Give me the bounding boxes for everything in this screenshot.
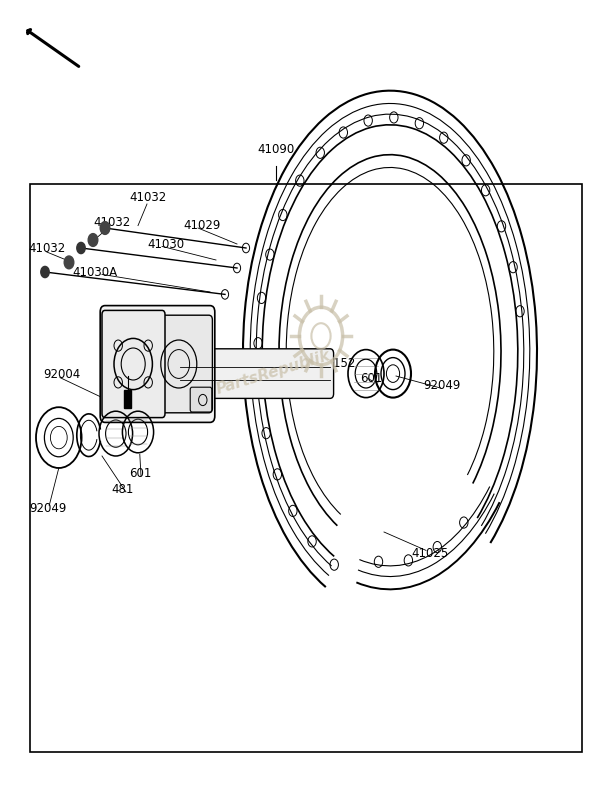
Text: 601: 601 bbox=[129, 467, 151, 480]
FancyBboxPatch shape bbox=[100, 306, 215, 422]
Text: 41030: 41030 bbox=[147, 238, 184, 250]
Text: 481: 481 bbox=[111, 483, 133, 496]
Text: 41030A: 41030A bbox=[72, 266, 117, 278]
Text: 41029: 41029 bbox=[183, 219, 220, 232]
Circle shape bbox=[100, 222, 110, 234]
Text: 92049: 92049 bbox=[29, 502, 66, 515]
Text: 92152: 92152 bbox=[318, 358, 355, 370]
Circle shape bbox=[88, 234, 98, 246]
Text: 41025: 41025 bbox=[411, 547, 448, 560]
Bar bbox=[124, 390, 131, 408]
Text: PartsRepublik: PartsRepublik bbox=[214, 347, 332, 397]
Text: 92049: 92049 bbox=[423, 379, 460, 392]
Text: 41032: 41032 bbox=[93, 216, 130, 229]
Text: 41032: 41032 bbox=[129, 191, 166, 204]
Text: 41032: 41032 bbox=[29, 242, 66, 254]
Circle shape bbox=[64, 256, 74, 269]
FancyBboxPatch shape bbox=[145, 315, 212, 413]
Text: 41090: 41090 bbox=[257, 143, 295, 156]
Text: 601: 601 bbox=[360, 372, 382, 385]
Bar bbox=[30, 184, 582, 752]
Circle shape bbox=[101, 222, 109, 234]
FancyBboxPatch shape bbox=[190, 387, 212, 412]
Text: 92004: 92004 bbox=[43, 368, 80, 381]
FancyBboxPatch shape bbox=[102, 310, 165, 418]
FancyBboxPatch shape bbox=[176, 349, 334, 398]
Circle shape bbox=[41, 266, 49, 278]
Circle shape bbox=[77, 242, 85, 254]
